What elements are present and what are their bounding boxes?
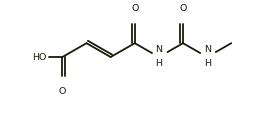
Text: O: O — [131, 4, 138, 13]
Text: O: O — [179, 4, 187, 13]
Text: H: H — [155, 59, 162, 68]
Text: O: O — [59, 87, 66, 96]
Text: H: H — [204, 59, 211, 68]
Text: N: N — [155, 45, 162, 54]
Text: HO: HO — [32, 53, 47, 62]
Text: N: N — [204, 45, 211, 54]
